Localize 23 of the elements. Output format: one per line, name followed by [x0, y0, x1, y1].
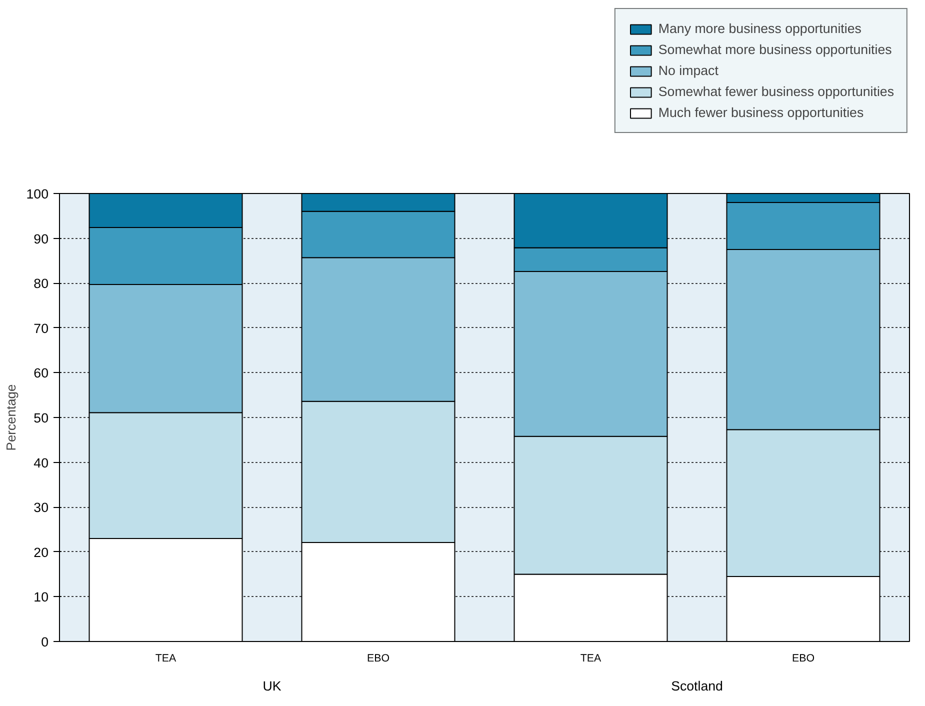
- y-tick-label: 30: [34, 500, 49, 516]
- y-tick-label: 10: [34, 590, 49, 605]
- x-tick-label: EBO: [792, 652, 815, 664]
- y-tick-label: 40: [34, 455, 49, 470]
- x-tick-label: TEA: [155, 652, 178, 664]
- legend-label: Much fewer business opportunities: [658, 105, 864, 120]
- y-axis-title: Percentage: [3, 384, 18, 451]
- text: Scotland: [671, 678, 723, 694]
- y-tick-label: 0: [41, 634, 49, 650]
- y-tick-label: 80: [34, 276, 49, 292]
- x-tick-label: TEA: [580, 652, 602, 664]
- y-tick-label: 100: [26, 186, 49, 202]
- legend-label: Many more business opportunities: [658, 21, 862, 36]
- y-tick-label: 50: [34, 410, 49, 426]
- y-tick-label: 70: [34, 320, 49, 336]
- legend-label: No impact: [658, 63, 718, 78]
- y-tick-label: 20: [34, 544, 49, 560]
- legend-label: Somewhat more business opportunities: [658, 42, 892, 57]
- y-tick-label: 90: [34, 231, 49, 246]
- x-tick-label: EBO: [367, 652, 390, 664]
- text: UK: [262, 678, 282, 694]
- legend-label: Somewhat fewer business opportunities: [658, 84, 894, 99]
- y-tick-label: 60: [34, 366, 49, 381]
